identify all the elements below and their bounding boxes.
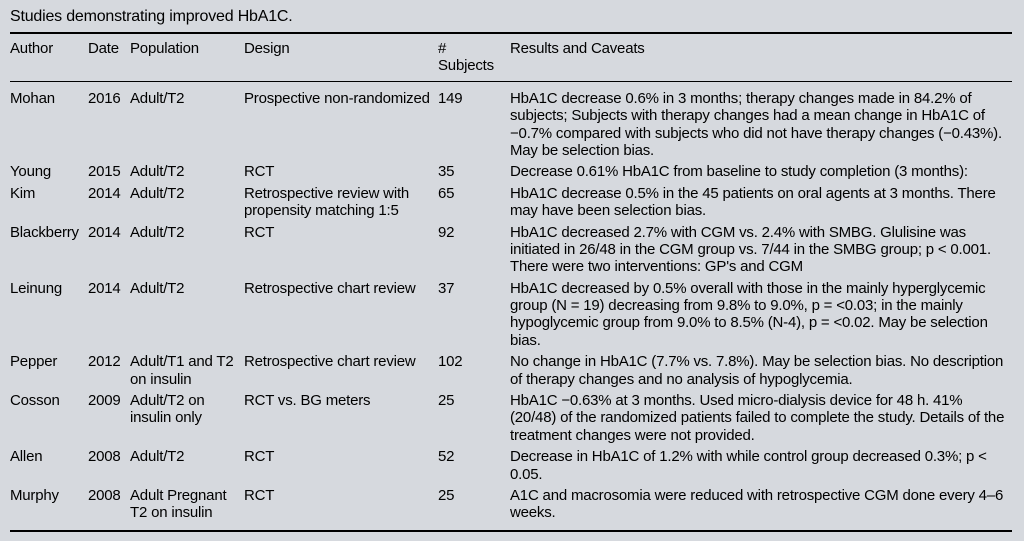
cell-date: 2008 <box>88 446 130 485</box>
table-row: Cosson2009Adult/T2 on insulin onlyRCT vs… <box>10 390 1012 446</box>
cell-population: Adult/T2 on insulin only <box>130 390 244 446</box>
cell-results: No change in HbA1C (7.7% vs. 7.8%). May … <box>510 351 1012 390</box>
cell-population: Adult/T2 <box>130 222 244 278</box>
cell-date: 2014 <box>88 183 130 222</box>
cell-author: Pepper <box>10 351 88 390</box>
cell-author: Young <box>10 161 88 182</box>
cell-subjects: 102 <box>438 351 510 390</box>
table-container: Studies demonstrating improved HbA1C. Au… <box>0 0 1024 536</box>
cell-design: Retrospective review with propensity mat… <box>244 183 438 222</box>
table-row: Young2015Adult/T2RCT35Decrease 0.61% HbA… <box>10 161 1012 182</box>
table-header-row: Author Date Population Design # Subjects… <box>10 33 1012 81</box>
cell-design: Retrospective chart review <box>244 351 438 390</box>
table-row: Blackberry2014Adult/T2RCT92HbA1C decreas… <box>10 222 1012 278</box>
col-header-subjects-line2: Subjects <box>438 57 494 74</box>
cell-results: Decrease in HbA1C of 1.2% with while con… <box>510 446 1012 485</box>
col-header-pop: Population <box>130 33 244 81</box>
cell-author: Murphy <box>10 485 88 528</box>
cell-date: 2016 <box>88 81 130 161</box>
cell-date: 2014 <box>88 278 130 352</box>
col-header-date: Date <box>88 33 130 81</box>
col-header-design: Design <box>244 33 438 81</box>
cell-results: HbA1C decrease 0.5% in the 45 patients o… <box>510 183 1012 222</box>
table-row: Allen2008Adult/T2RCT52Decrease in HbA1C … <box>10 446 1012 485</box>
cell-results: HbA1C decreased 2.7% with CGM vs. 2.4% w… <box>510 222 1012 278</box>
cell-subjects: 52 <box>438 446 510 485</box>
cell-design: RCT <box>244 222 438 278</box>
cell-subjects: 149 <box>438 81 510 161</box>
cell-design: RCT vs. BG meters <box>244 390 438 446</box>
cell-date: 2009 <box>88 390 130 446</box>
cell-population: Adult/T2 <box>130 161 244 182</box>
cell-author: Kim <box>10 183 88 222</box>
table-body: Mohan2016Adult/T2Prospective non-randomi… <box>10 81 1012 527</box>
cell-date: 2008 <box>88 485 130 528</box>
cell-design: Prospective non-randomized <box>244 81 438 161</box>
cell-population: Adult/T1 and T2 on insulin <box>130 351 244 390</box>
table-row: Murphy2008Adult Pregnant T2 on insulinRC… <box>10 485 1012 528</box>
cell-results: HbA1C decreased by 0.5% overall with tho… <box>510 278 1012 352</box>
cell-subjects: 25 <box>438 390 510 446</box>
cell-population: Adult/T2 <box>130 183 244 222</box>
cell-subjects: 35 <box>438 161 510 182</box>
cell-design: RCT <box>244 161 438 182</box>
col-header-subjects-line1: # <box>438 40 446 57</box>
cell-population: Adult/T2 <box>130 446 244 485</box>
cell-design: Retrospective chart review <box>244 278 438 352</box>
table-row: Leinung2014Adult/T2Retrospective chart r… <box>10 278 1012 352</box>
cell-date: 2014 <box>88 222 130 278</box>
cell-results: HbA1C −0.63% at 3 months. Used micro-dia… <box>510 390 1012 446</box>
cell-results: HbA1C decrease 0.6% in 3 months; therapy… <box>510 81 1012 161</box>
cell-population: Adult/T2 <box>130 278 244 352</box>
cell-author: Cosson <box>10 390 88 446</box>
cell-design: RCT <box>244 485 438 528</box>
table-row: Mohan2016Adult/T2Prospective non-randomi… <box>10 81 1012 161</box>
cell-population: Adult/T2 <box>130 81 244 161</box>
col-header-subjects: # Subjects <box>438 33 510 81</box>
cell-subjects: 65 <box>438 183 510 222</box>
col-header-results: Results and Caveats <box>510 33 1012 81</box>
cell-author: Mohan <box>10 81 88 161</box>
cell-subjects: 37 <box>438 278 510 352</box>
table-title: Studies demonstrating improved HbA1C. <box>10 8 1012 26</box>
cell-design: RCT <box>244 446 438 485</box>
cell-date: 2012 <box>88 351 130 390</box>
table-bottom-rule <box>10 530 1012 532</box>
table-row: Kim2014Adult/T2Retrospective review with… <box>10 183 1012 222</box>
cell-results: Decrease 0.61% HbA1C from baseline to st… <box>510 161 1012 182</box>
cell-population: Adult Pregnant T2 on insulin <box>130 485 244 528</box>
cell-results: A1C and macrosomia were reduced with ret… <box>510 485 1012 528</box>
cell-date: 2015 <box>88 161 130 182</box>
cell-subjects: 92 <box>438 222 510 278</box>
cell-author: Leinung <box>10 278 88 352</box>
table-row: Pepper2012Adult/T1 and T2 on insulinRetr… <box>10 351 1012 390</box>
cell-author: Blackberry <box>10 222 88 278</box>
cell-author: Allen <box>10 446 88 485</box>
col-header-author: Author <box>10 33 88 81</box>
cell-subjects: 25 <box>438 485 510 528</box>
studies-table: Author Date Population Design # Subjects… <box>10 32 1012 528</box>
